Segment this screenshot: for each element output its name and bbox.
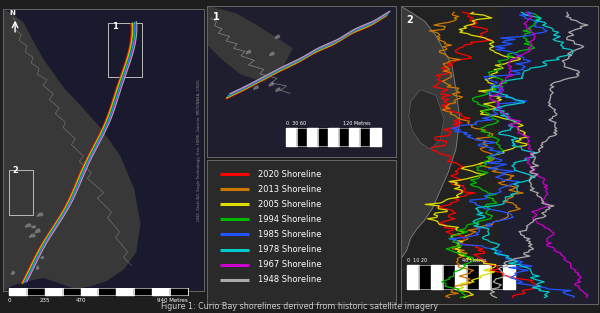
Text: 470: 470 (76, 298, 86, 303)
Polygon shape (455, 265, 467, 289)
Text: 1948 Shoreline: 1948 Shoreline (258, 275, 322, 284)
Polygon shape (360, 128, 370, 146)
Text: 1: 1 (112, 22, 118, 31)
Polygon shape (275, 35, 280, 39)
Polygon shape (467, 265, 479, 289)
Text: 2: 2 (407, 15, 413, 25)
Polygon shape (275, 88, 280, 91)
Polygon shape (297, 128, 307, 146)
Polygon shape (431, 265, 443, 289)
Polygon shape (443, 265, 455, 289)
Polygon shape (328, 128, 339, 146)
Polygon shape (134, 288, 152, 295)
Polygon shape (307, 128, 318, 146)
Polygon shape (269, 82, 274, 86)
Text: 1967 Shoreline: 1967 Shoreline (258, 260, 322, 269)
Polygon shape (37, 213, 43, 216)
Text: 2013 Shoreline: 2013 Shoreline (258, 185, 322, 194)
Polygon shape (401, 6, 460, 259)
Text: 235: 235 (40, 298, 50, 303)
Polygon shape (35, 229, 40, 233)
Polygon shape (80, 288, 98, 295)
Text: LINZ, Stats NZ, Eagle Technology, Esri, HERE, Garmin, METI/NASA, USGS: LINZ, Stats NZ, Eagle Technology, Esri, … (197, 80, 201, 221)
Polygon shape (349, 128, 360, 146)
Text: 1978 Shoreline: 1978 Shoreline (258, 245, 322, 254)
Polygon shape (170, 288, 188, 295)
Polygon shape (254, 86, 259, 90)
Polygon shape (286, 128, 297, 146)
Polygon shape (3, 9, 140, 291)
Text: 1: 1 (212, 12, 220, 22)
Text: 0  10 20: 0 10 20 (407, 258, 427, 263)
Polygon shape (207, 6, 396, 156)
Polygon shape (11, 271, 14, 275)
Text: Figure 1: Curio Bay shorelines derived from historic satellite imagery: Figure 1: Curio Bay shorelines derived f… (161, 302, 439, 311)
Polygon shape (207, 6, 292, 81)
Text: 0  30 60: 0 30 60 (286, 121, 307, 126)
Bar (9, 170, 33, 215)
Text: 2020 Shoreline: 2020 Shoreline (258, 170, 322, 178)
Text: 1985 Shoreline: 1985 Shoreline (258, 230, 322, 239)
Text: 2: 2 (12, 166, 18, 175)
Polygon shape (318, 128, 328, 146)
Polygon shape (45, 288, 62, 295)
Polygon shape (27, 288, 45, 295)
Polygon shape (98, 288, 116, 295)
Polygon shape (37, 266, 38, 269)
Polygon shape (25, 224, 31, 227)
Polygon shape (339, 128, 349, 146)
Polygon shape (409, 90, 444, 149)
Polygon shape (9, 288, 27, 295)
Text: 1994 Shoreline: 1994 Shoreline (258, 215, 322, 224)
Polygon shape (499, 6, 598, 304)
Polygon shape (401, 6, 499, 304)
Polygon shape (246, 50, 251, 54)
Text: 940 Metres: 940 Metres (157, 298, 188, 303)
Text: 120 Metres: 120 Metres (343, 121, 371, 126)
Polygon shape (269, 52, 274, 56)
Polygon shape (41, 257, 44, 259)
Polygon shape (491, 265, 503, 289)
Bar (107, 23, 142, 77)
Text: 40 Metres: 40 Metres (462, 258, 487, 263)
Text: 2005 Shoreline: 2005 Shoreline (258, 200, 322, 209)
Polygon shape (503, 265, 515, 289)
Text: 0: 0 (7, 298, 11, 303)
Polygon shape (370, 128, 381, 146)
Polygon shape (116, 288, 134, 295)
Polygon shape (62, 288, 80, 295)
Text: N: N (9, 10, 15, 17)
Polygon shape (32, 226, 35, 228)
Polygon shape (479, 265, 491, 289)
Polygon shape (419, 265, 431, 289)
Polygon shape (407, 265, 419, 289)
Polygon shape (152, 288, 170, 295)
Polygon shape (29, 234, 35, 237)
